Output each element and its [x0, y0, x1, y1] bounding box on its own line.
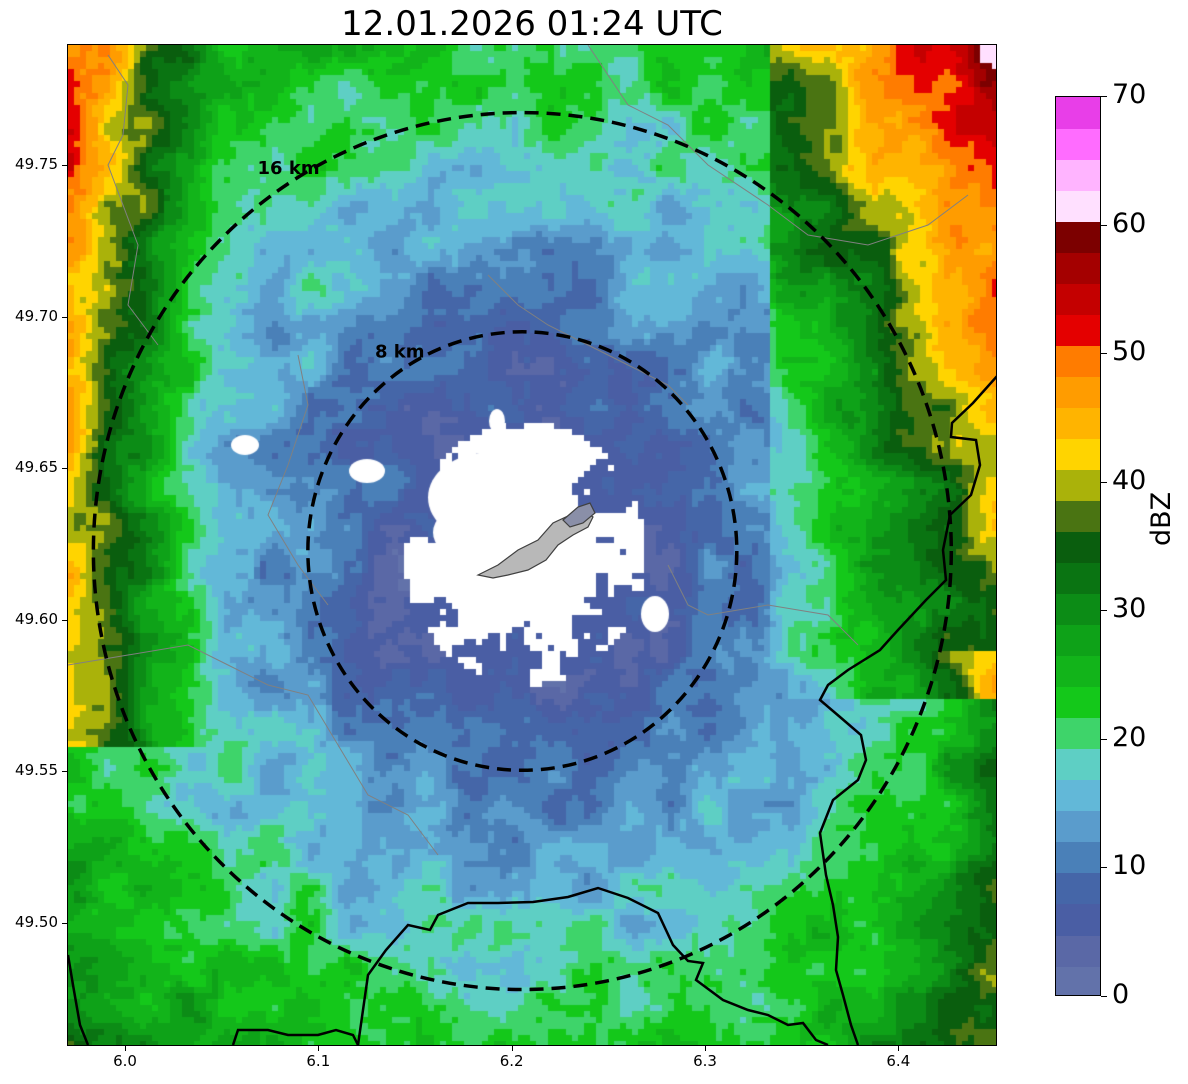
- x-tick-label: 6.0: [113, 1052, 137, 1070]
- colorbar-tick-mark: [1101, 96, 1107, 97]
- colorbar-segment: [1056, 593, 1100, 626]
- colorbar-segment: [1056, 872, 1100, 905]
- y-tick-label: 49.65: [15, 458, 58, 477]
- y-tick-mark: [62, 619, 67, 621]
- y-tick-label: 49.55: [15, 761, 58, 780]
- colorbar-segment: [1056, 190, 1100, 222]
- x-tick-label: 6.2: [499, 1052, 524, 1070]
- colorbar-segment: [1056, 624, 1100, 657]
- colorbar-tick-mark: [1101, 867, 1107, 869]
- x-tick-mark: [318, 1046, 320, 1051]
- internal-boundary-5: [667, 564, 859, 646]
- colorbar-segment: [1056, 841, 1100, 874]
- colorbar-segment: [1056, 686, 1100, 719]
- range-ring-16km: [91, 110, 954, 992]
- range-rings: [91, 110, 954, 992]
- x-tick-mark: [705, 1046, 706, 1051]
- colorbar-segment: [1056, 934, 1100, 967]
- internal-boundary-4: [267, 354, 329, 606]
- x-tick-label: 6.3: [693, 1052, 717, 1070]
- y-tick-mark: [62, 468, 67, 470]
- x-tick-mark: [125, 1046, 126, 1051]
- colorbar-segment: [1056, 159, 1100, 191]
- colorbar-segment: [1056, 314, 1100, 346]
- country-border-southwest: [68, 954, 90, 1045]
- range-ring-label-8km: 8 km: [375, 342, 425, 363]
- colorbar-tick-mark: [1101, 610, 1107, 612]
- x-tick-mark: [511, 1046, 513, 1051]
- colorbar-segment: [1056, 283, 1100, 315]
- colorbar-tick-label: 50: [1112, 336, 1147, 368]
- radar-map[interactable]: 8 km 16 km: [67, 44, 997, 1046]
- x-tick-label: 6.4: [886, 1052, 911, 1070]
- x-tick-label: 6.1: [306, 1052, 331, 1070]
- colorbar-segment: [1056, 221, 1100, 253]
- colorbar-segment: [1056, 810, 1100, 843]
- colorbar-tick-label: 30: [1112, 593, 1147, 625]
- colorbar-tick-label: 70: [1112, 79, 1147, 110]
- country-border-east: [818, 375, 996, 1045]
- y-tick-mark: [62, 771, 67, 773]
- y-tick-label: 49.75: [15, 155, 58, 174]
- country-border-bottom: [231, 1028, 360, 1045]
- internal-boundary-1: [587, 45, 969, 246]
- colorbar-tick-label: 10: [1112, 850, 1147, 882]
- colorbar-segment: [1056, 562, 1100, 595]
- colorbar-tick-label: 40: [1112, 464, 1147, 496]
- colorbar-segment: [1056, 779, 1100, 812]
- map-overlay: 8 km 16 km: [68, 45, 996, 1045]
- colorbar-tick-label: 60: [1112, 207, 1147, 239]
- colorbar-tick-label: 0: [1112, 979, 1130, 1010]
- colorbar-tick-mark: [1101, 353, 1107, 355]
- colorbar-segment: [1056, 438, 1100, 470]
- internal-boundary-3: [68, 644, 439, 856]
- colorbar-tick-mark: [1101, 481, 1107, 483]
- colorbar-segment: [1056, 469, 1100, 502]
- colorbar-segment: [1056, 531, 1100, 564]
- colorbar-segment: [1056, 748, 1100, 781]
- colorbar-tick-mark: [1101, 738, 1107, 740]
- colorbar-segment: [1056, 655, 1100, 688]
- colorbar-unit-label: dBZ: [1146, 491, 1177, 546]
- colorbar-tick-mark: [1101, 224, 1107, 226]
- internal-boundaries: [68, 45, 969, 856]
- map-title: 12.01.2026 01:24 UTC: [341, 4, 723, 44]
- y-tick-mark: [62, 316, 67, 318]
- y-tick-label: 49.60: [15, 609, 58, 628]
- colorbar-segment: [1056, 128, 1100, 160]
- country-border-south: [356, 886, 829, 1045]
- colorbar-segment: [1056, 376, 1100, 408]
- colorbar-segment: [1056, 252, 1100, 284]
- city-outline: [476, 509, 594, 579]
- range-ring-8km: [306, 330, 739, 773]
- colorbar-segment: [1056, 965, 1100, 995]
- colorbar-segment: [1056, 407, 1100, 439]
- y-tick-label: 49.50: [15, 912, 58, 931]
- internal-boundary-0: [107, 54, 159, 346]
- colorbar-segment: [1056, 717, 1100, 750]
- colorbar-segment: [1056, 500, 1100, 533]
- y-tick-mark: [62, 165, 67, 167]
- colorbar-segment: [1056, 345, 1100, 377]
- range-ring-labels: 8 km 16 km: [258, 158, 425, 362]
- colorbar-tick-label: 20: [1112, 721, 1147, 753]
- colorbar-segment: [1056, 97, 1100, 129]
- y-tick-mark: [62, 922, 67, 924]
- y-tick-label: 49.70: [15, 306, 58, 325]
- colorbar: [1055, 96, 1101, 996]
- x-tick-mark: [898, 1046, 900, 1051]
- city-outline-east: [562, 502, 596, 528]
- colorbar-segment: [1056, 903, 1100, 936]
- internal-boundary-2: [487, 274, 689, 406]
- colorbar-tick-mark: [1101, 996, 1107, 997]
- range-ring-label-16km: 16 km: [258, 158, 320, 179]
